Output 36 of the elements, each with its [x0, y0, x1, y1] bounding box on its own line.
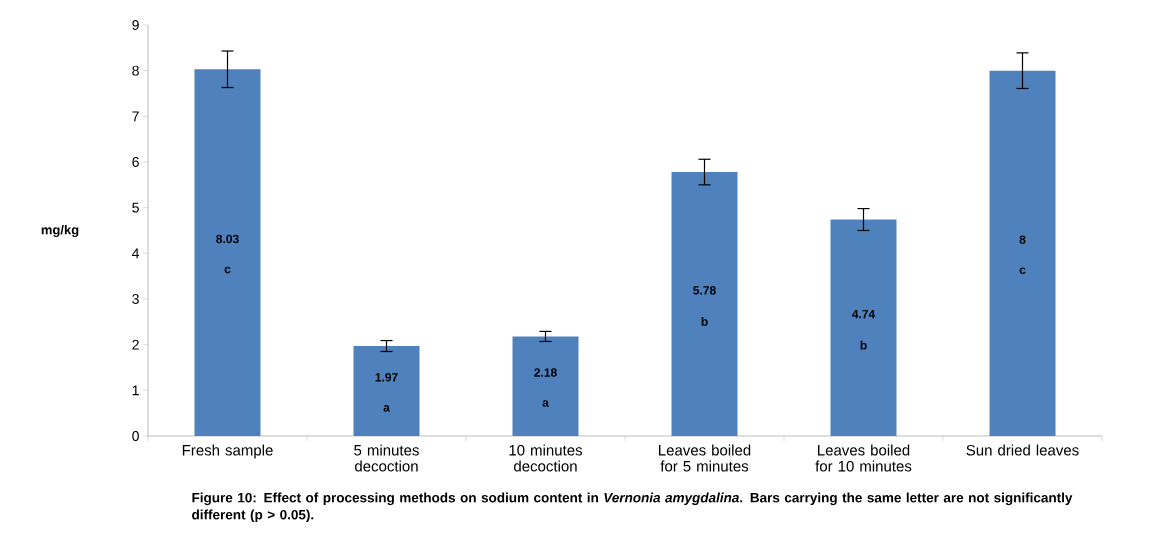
annotation: b	[701, 316, 708, 326]
y-tick-label: 4	[132, 248, 140, 259]
data-label: 2.18	[534, 368, 557, 377]
x-tick-label: Leaves boiled for 10 minutes	[815, 444, 912, 472]
text: Figure 10: Effect of processing methods on sodium content in Vernonia amygdalina. Bars carrying the same letter are not significantly different (p > 0.05).	[192, 492, 1073, 523]
y-tick-label: 9	[132, 20, 139, 30]
bar	[830, 219, 897, 436]
x-tick-label: Leaves boiled for 5 minutes	[659, 444, 751, 472]
y-axis-title: mg/kg	[41, 224, 79, 238]
y-tick-label: 1	[132, 385, 139, 396]
data-label: 4.74	[852, 309, 876, 319]
y-tick-label: 6	[132, 157, 139, 167]
bar	[989, 70, 1056, 436]
annotation: b	[860, 340, 867, 350]
y-tick-label: 7	[132, 111, 139, 122]
data-label: 5.78	[693, 286, 716, 295]
bar	[353, 346, 420, 436]
x-tick-label: 10 minutes decoction	[509, 444, 583, 472]
annotation: a	[542, 400, 549, 407]
y-tick-label: 3	[132, 294, 139, 304]
y-tick-label: 2	[132, 339, 139, 350]
annotation: a	[383, 405, 390, 412]
x-tick-label: Sun dried leaves	[966, 444, 1079, 456]
bar	[194, 69, 261, 436]
annotation: c	[1019, 267, 1026, 274]
bar	[512, 336, 579, 436]
x-tick-label: 5 minutes decoction	[354, 444, 419, 472]
annotation: c	[224, 266, 231, 274]
y-tick-label: 5	[132, 202, 139, 213]
bar	[671, 172, 738, 436]
data-label: 1.97	[375, 373, 398, 382]
y-tick-label: 0	[132, 431, 139, 441]
data-label: 8.03	[216, 234, 239, 244]
data-label: 8	[1019, 235, 1026, 244]
x-tick-label: Fresh sample	[182, 444, 273, 459]
y-tick-label: 8	[132, 65, 139, 76]
